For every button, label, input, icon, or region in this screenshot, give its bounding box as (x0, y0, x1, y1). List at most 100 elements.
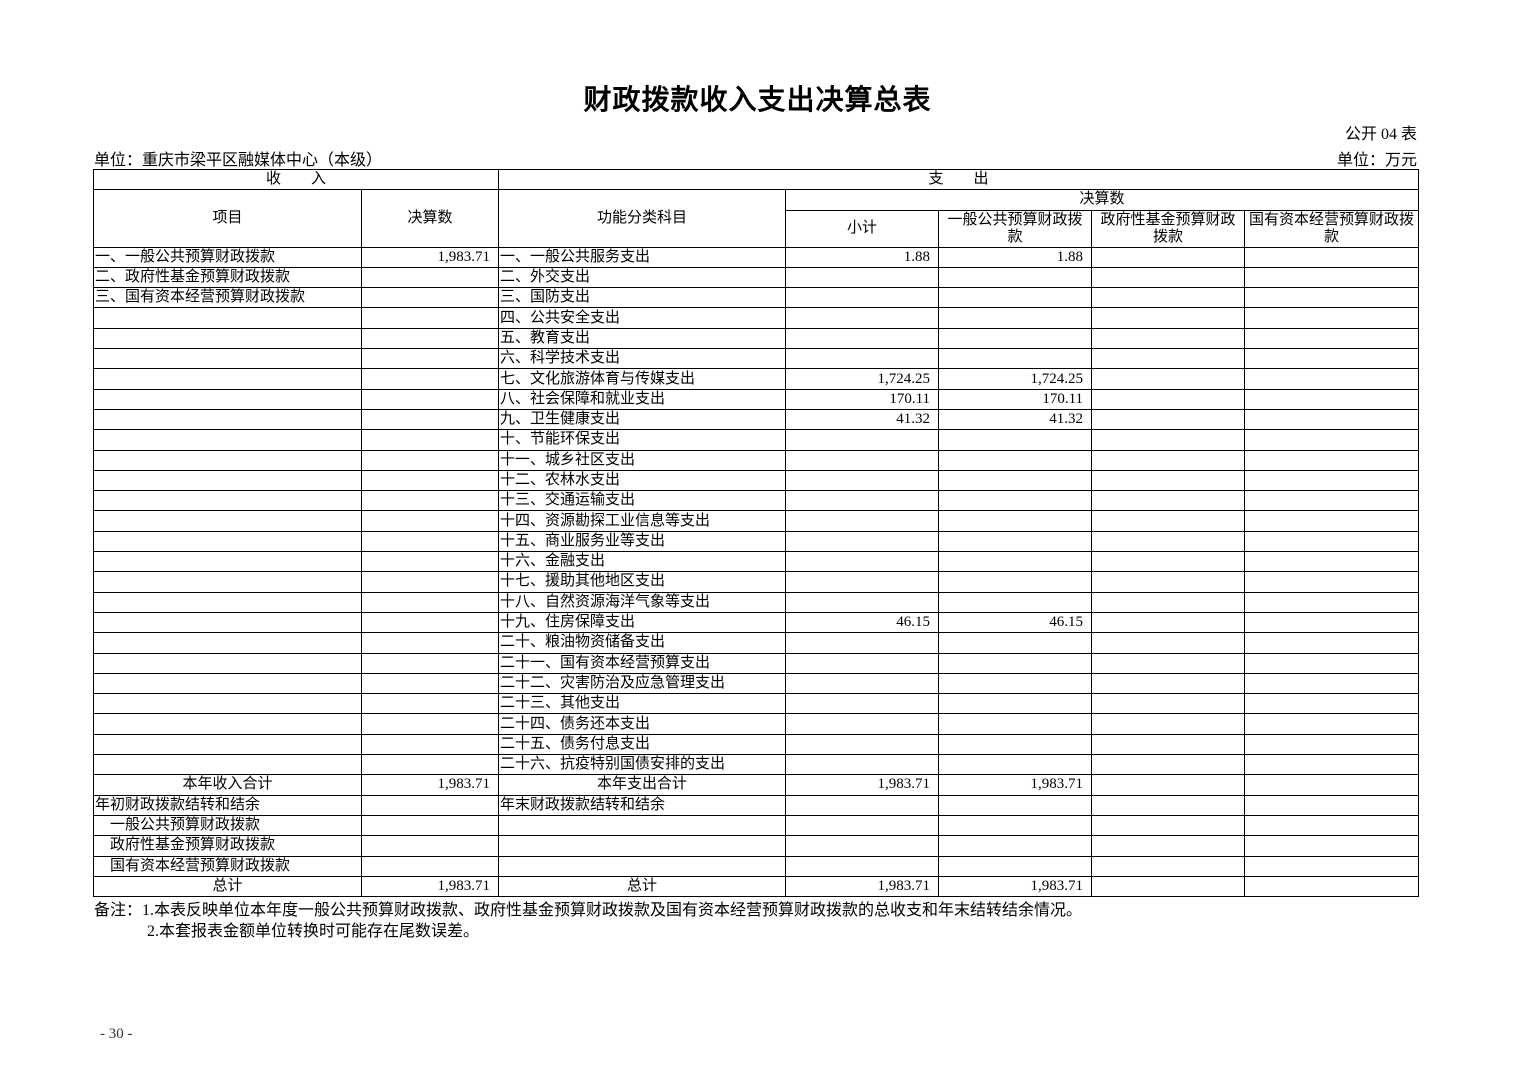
general-budget-cell (938, 814, 1093, 837)
fund-budget-cell (1091, 571, 1246, 593)
income-amount-cell (360, 408, 500, 431)
income-amount-cell (360, 754, 500, 776)
income-amount-cell (360, 835, 500, 857)
income-item-cell (93, 368, 362, 390)
state-capital-cell (1244, 348, 1420, 370)
subtotal-cell (785, 429, 940, 451)
expense-item-cell (498, 855, 787, 877)
table-row: 五、教育支出 (93, 327, 1420, 350)
state-capital-cell (1244, 693, 1420, 715)
expense-item-cell: 十四、资源勘探工业信息等支出 (498, 510, 787, 532)
income-item-cell (93, 713, 362, 735)
subtotal-cell: 1,983.71 (785, 774, 940, 796)
state-capital-cell (1244, 611, 1420, 634)
expense-item-cell: 三、国防支出 (498, 287, 787, 309)
table-row: 九、卫生健康支出 41.32 41.32 (93, 408, 1420, 431)
fund-budget-cell (1091, 408, 1246, 431)
subtotal-cell (785, 287, 940, 309)
expense-item-cell: 二十六、抗疫特别国债安排的支出 (498, 754, 787, 776)
table-row: 十六、金融支出 (93, 551, 1420, 573)
income-item-cell (93, 632, 362, 654)
income-amount-cell (360, 855, 500, 877)
state-capital-cell (1244, 368, 1420, 390)
table-row: 四、公共安全支出 (93, 307, 1420, 329)
income-item-cell (93, 429, 362, 451)
fund-budget-cell (1091, 855, 1246, 877)
table-row: 三、国有资本经营预算财政拨款 三、国防支出 (93, 287, 1420, 309)
table-row: 十八、自然资源海洋气象等支出 (93, 591, 1420, 613)
fund-budget-header: 政府性基金预算财政拨款 (1091, 209, 1246, 248)
income-item-cell (93, 469, 362, 492)
expense-item-cell: 九、卫生健康支出 (498, 408, 787, 431)
general-budget-cell: 1,983.71 (938, 774, 1093, 796)
expense-item-cell: 二十四、债务还本支出 (498, 713, 787, 735)
subtotal-cell: 46.15 (785, 611, 940, 634)
income-item-cell (93, 571, 362, 593)
table-row: 二十四、债务还本支出 (93, 713, 1420, 735)
subtotal-cell: 1,724.25 (785, 368, 940, 390)
general-budget-cell (938, 632, 1093, 654)
fund-budget-cell (1091, 490, 1246, 512)
income-item-cell: 国有资本经营预算财政拨款 (93, 855, 362, 877)
state-capital-header: 国有资本经营预算财政拨款 (1244, 209, 1420, 248)
page-title: 财政拨款收入支出决算总表 (583, 85, 932, 116)
state-capital-cell (1244, 287, 1420, 309)
table-row: 十九、住房保障支出 46.15 46.15 (93, 611, 1420, 634)
table-row: 十、节能环保支出 (93, 429, 1420, 451)
expense-item-cell: 十一、城乡社区支出 (498, 449, 787, 471)
subtotal-cell (785, 855, 940, 877)
expense-item-cell: 五、教育支出 (498, 327, 787, 350)
state-capital-cell (1244, 733, 1420, 756)
income-amount-cell (360, 591, 500, 613)
fund-budget-cell (1091, 814, 1246, 837)
fund-budget-cell (1091, 246, 1246, 268)
general-budget-cell (938, 693, 1093, 715)
item-header: 项目 (93, 189, 362, 248)
table-row: 八、社会保障和就业支出 170.11 170.11 (93, 388, 1420, 410)
general-budget-cell (938, 855, 1093, 877)
fund-budget-cell (1091, 632, 1246, 654)
general-budget-cell (938, 429, 1093, 451)
fund-budget-cell (1091, 530, 1246, 553)
general-budget-cell (938, 551, 1093, 573)
fund-budget-cell (1091, 652, 1246, 674)
state-capital-cell (1244, 246, 1420, 268)
expense-item-cell: 二、外交支出 (498, 266, 787, 289)
final-amount-header: 决算数 (785, 189, 1420, 211)
subtotal-cell (785, 713, 940, 735)
fund-budget-cell (1091, 794, 1246, 816)
expense-item-cell (498, 814, 787, 837)
income-amount-cell (360, 571, 500, 593)
state-capital-cell (1244, 266, 1420, 289)
unit-currency: 单位：万元 (1336, 152, 1417, 169)
table-row: 十二、农林水支出 (93, 469, 1420, 492)
income-amount-cell (360, 814, 500, 837)
subtotal-cell: 41.32 (785, 408, 940, 431)
general-budget-cell: 1.88 (938, 246, 1093, 268)
general-budget-cell (938, 287, 1093, 309)
note-2: 2.本套报表金额单位转换时可能存在尾数误差。 (147, 923, 480, 940)
table-row: 十四、资源勘探工业信息等支出 (93, 510, 1420, 532)
general-budget-cell (938, 307, 1093, 329)
state-capital-cell (1244, 469, 1420, 492)
expense-header: 支 出 (498, 168, 1420, 191)
general-budget-cell (938, 348, 1093, 370)
income-amount-cell (360, 551, 500, 573)
general-budget-cell: 1,983.71 (938, 875, 1093, 898)
state-capital-cell (1244, 774, 1420, 796)
income-amount-cell (360, 348, 500, 370)
state-capital-cell (1244, 875, 1420, 898)
summary-row: 年初财政拨款结转和结余 年末财政拨款结转和结余 (93, 794, 1420, 816)
income-amount-cell (360, 632, 500, 654)
unit-organization: 单位：重庆市梁平区融媒体中心（本级） (94, 152, 383, 169)
general-budget-cell (938, 266, 1093, 289)
income-amount-cell (360, 713, 500, 735)
table-row: 十五、商业服务业等支出 (93, 530, 1420, 553)
summary-row: 一般公共预算财政拨款 (93, 814, 1420, 837)
notes: 备注：1.本表反映单位本年度一般公共预算财政拨款、政府性基金预算财政拨款及国有资… (94, 900, 1082, 942)
income-item-cell (93, 672, 362, 695)
fund-budget-cell (1091, 307, 1246, 329)
fund-budget-cell (1091, 510, 1246, 532)
state-capital-cell (1244, 490, 1420, 512)
